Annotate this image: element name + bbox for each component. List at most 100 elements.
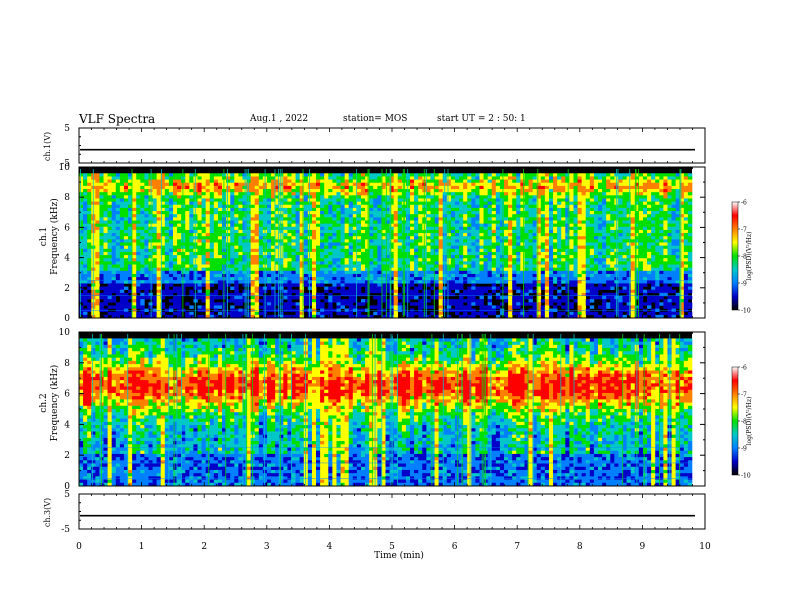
date-label: Aug.1 , 2022 xyxy=(250,114,309,124)
ch1-spectrogram-spectrum-cell xyxy=(434,264,439,268)
ch1-spectrogram-spectrum-cell xyxy=(446,251,452,256)
ch1-spectrogram-spectrum-cell xyxy=(471,283,476,287)
ch1-spectrogram-spectrum-cell xyxy=(430,226,435,231)
ch1-spectrogram-spectrum-cell xyxy=(536,192,542,196)
ch1-spectrogram-spectrum-cell xyxy=(295,223,300,228)
ch1-spectrogram-spectrum-cell xyxy=(385,214,390,218)
ch1-spectrogram-spectrum-cell xyxy=(340,223,345,228)
ch1-spectrogram-spectrum-cell xyxy=(332,248,337,253)
ch1-spectrogram-spectrum-cell xyxy=(136,229,141,234)
ch1-spectrogram-spectrum-cell xyxy=(266,239,272,243)
ch1-spectrogram-spectrum-cell xyxy=(348,277,354,281)
ch1-spectrogram-spectrum-cell xyxy=(250,289,256,294)
ch1-spectrogram-spectrum-cell xyxy=(410,311,415,316)
ch1-spectrogram-spectrum-cell xyxy=(491,277,497,281)
ch1-spectrogram-spectrum-cell xyxy=(479,248,484,253)
ch1-spectrogram-spectrum-cell xyxy=(536,264,542,268)
ch1-spectrogram-spectrum-cell xyxy=(160,226,166,231)
ch1-spectrogram-spectrum-cell xyxy=(373,173,378,177)
ch1-spectrogram-spectrum-cell xyxy=(450,217,456,221)
ch1-spectrogram-spectrum-cell xyxy=(504,280,509,284)
ch1-spectrogram-spectrum-cell xyxy=(266,185,272,190)
ch1-spectrogram-spectrum-cell xyxy=(201,223,206,228)
ch1-spectrogram-spectrum-cell xyxy=(467,302,472,306)
ch1-spectrogram-spectrum-cell xyxy=(430,220,435,224)
ch1-spectrogram-spectrum-cell xyxy=(532,273,538,278)
ch1-spectrogram-spectrum-cell xyxy=(123,198,129,202)
ch1-spectrogram-spectrum-cell xyxy=(230,267,235,272)
ch1-spectrogram-spectrum-cell xyxy=(299,198,305,202)
ch1-spectrogram-spectrum-cell xyxy=(132,201,137,206)
ch1-spectrogram-spectrum-cell xyxy=(520,280,525,284)
ch1-spectrogram-spectrum-cell xyxy=(373,236,378,240)
ch1-spectrogram-spectrum-cell xyxy=(316,258,321,262)
ch1-spectrogram-spectrum-cell xyxy=(254,242,260,246)
ch1-spectrogram-spectrum-cell xyxy=(168,176,174,180)
ch1-spectrogram-spectrum-cell xyxy=(320,189,325,193)
ch1-spectrogram-spectrum-cell xyxy=(111,176,117,180)
ch1-spectrogram-spectrum-cell xyxy=(356,214,362,218)
ch1-spectrogram-spectrum-cell xyxy=(516,280,521,284)
ch1-spectrogram-spectrum-cell xyxy=(528,311,533,316)
ch1-spectrogram-spectrum-cell xyxy=(344,258,350,262)
ch1-spectrogram-spectrum-cell xyxy=(160,229,166,234)
ch1-spectrogram-spectrum-cell xyxy=(332,204,337,209)
ch1-spectrogram-spectrum-cell xyxy=(536,302,542,306)
ch1-spectrogram-spectrum-cell xyxy=(454,245,460,250)
ch1-spectrogram-spectrum-cell xyxy=(410,273,415,278)
ch1-spectrogram-spectrum-cell xyxy=(463,280,468,284)
ch1-spectrogram-spectrum-cell xyxy=(213,292,219,297)
ch1-spectrogram-spectrum-cell xyxy=(385,195,390,199)
ch1-spectrogram-spectrum-cell xyxy=(226,273,231,278)
ch1-spectrogram-spectrum-cell xyxy=(369,258,374,262)
ch1-spectrogram-spectrum-cell xyxy=(119,204,125,209)
ch1-spectrogram-spectrum-cell xyxy=(152,245,157,250)
ch1-spectrogram-spectrum-cell xyxy=(189,198,194,202)
ch1-spectrogram-spectrum-cell xyxy=(389,311,394,316)
ch1-spectrogram-spectrum-cell xyxy=(258,217,264,221)
ch1-spectrogram-spectrum-cell xyxy=(520,211,525,215)
ch1-spectrogram-spectrum-cell xyxy=(328,295,333,300)
ch1-spectrogram-spectrum-cell xyxy=(132,273,137,278)
ch1-spectrogram-spectrum-cell xyxy=(340,286,345,290)
ch1-spectrogram-spectrum-cell xyxy=(467,273,472,278)
ch1-spectrogram-spectrum-cell xyxy=(528,299,533,303)
ch1-spectrogram-spectrum-cell xyxy=(254,273,260,278)
ch1-spectrogram-spectrum-cell xyxy=(475,173,480,177)
ch1-spectrogram-spectrum-cell xyxy=(348,245,354,250)
ch1-spectrogram-spectrum-cell xyxy=(209,314,215,319)
ch1-spectrogram-spectrum-cell xyxy=(499,229,505,234)
ch1-spectrogram-spectrum-cell xyxy=(540,236,546,240)
ch1-spectrogram-spectrum-cell xyxy=(348,223,354,228)
ch1-spectrogram-spectrum-cell xyxy=(250,189,256,193)
ch1-spectrogram-spectrum-cell xyxy=(467,201,472,206)
ch1-spectrogram-spectrum-cell xyxy=(320,245,325,250)
ch1-spectrogram-spectrum-cell xyxy=(103,292,108,297)
ch1-spectrogram-spectrum-cell xyxy=(283,245,288,250)
ch1-spectrogram-spectrum-cell xyxy=(352,251,358,256)
ch1-spectrogram-spectrum-cell xyxy=(230,179,235,184)
ch1-spectrogram-spectrum-cell xyxy=(144,245,149,250)
ch1-spectrogram-spectrum-cell xyxy=(279,236,284,240)
ch1-spectrogram-spectrum-cell xyxy=(177,305,182,309)
ch1-spectrogram-spectrum-cell xyxy=(266,198,272,202)
ch1-spectrogram-spectrum-cell xyxy=(238,185,243,190)
ch1-spectrogram-spectrum-cell xyxy=(393,229,399,234)
ch1-spectrogram-spectrum-cell xyxy=(365,220,370,224)
ch1-spectrogram-spectrum-cell xyxy=(377,233,382,237)
ch1-spectrogram-spectrum-cell xyxy=(140,251,145,256)
ch1-spectrogram-spectrum-cell xyxy=(250,223,256,228)
ch1-spectrogram-spectrum-cell xyxy=(410,239,415,243)
ch1-spectrogram-spectrum-cell xyxy=(454,299,460,303)
ch1-spectrogram-spectrum-cell xyxy=(430,267,435,272)
ch1-spectrogram-spectrum-cell xyxy=(271,239,276,243)
ch1-spectrogram-spectrum-cell xyxy=(324,286,329,290)
ch1-spectrogram-spectrum-cell xyxy=(115,233,121,237)
ch1-spectrogram-spectrum-cell xyxy=(254,179,260,184)
ch1-spectrogram-spectrum-cell xyxy=(487,173,493,177)
ch1-spectrogram-spectrum-cell xyxy=(234,185,239,190)
ch1-spectrogram-spectrum-cell xyxy=(316,305,321,309)
ch1-spectrogram-spectrum-cell xyxy=(197,258,202,262)
ch1-spectrogram-spectrum-cell xyxy=(217,248,223,253)
ch1-spectrogram-spectrum-cell xyxy=(504,192,509,196)
